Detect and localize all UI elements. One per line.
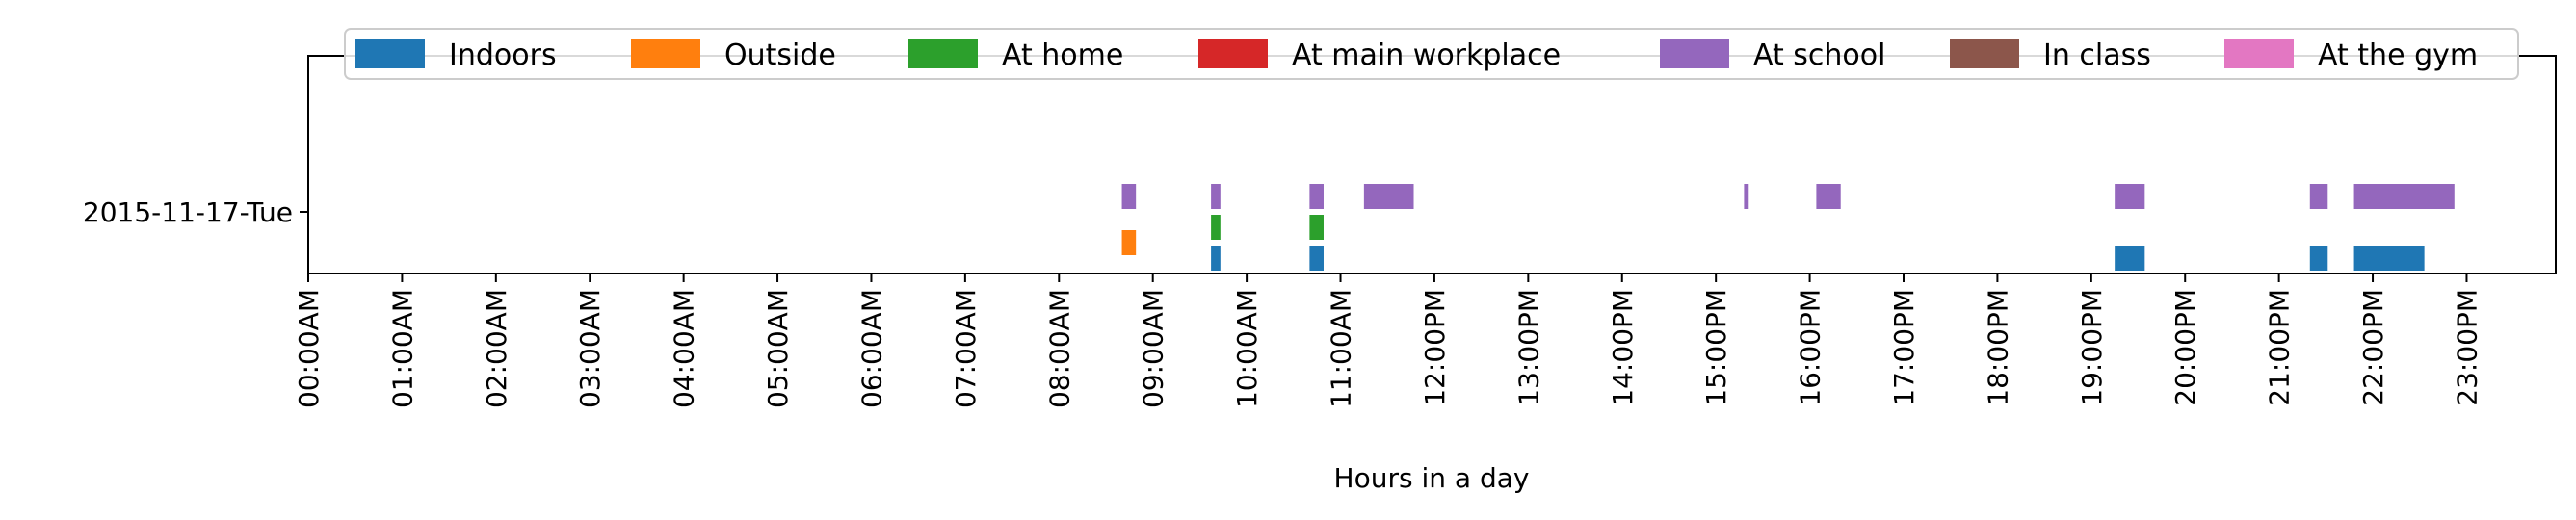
x-tick-label: 02:00AM: [481, 289, 513, 408]
bar-at-school-2: [1309, 184, 1324, 209]
legend-swatch-at-the-gym: [2224, 39, 2294, 68]
x-tick-label: 16:00PM: [1795, 289, 1827, 406]
legend-swatch-at-main-workplace: [1198, 39, 1268, 68]
x-tick-label: 07:00AM: [950, 289, 982, 408]
bar-at-school-8: [2353, 184, 2455, 209]
legend-swatch-in-class: [1950, 39, 2019, 68]
y-axis-ticks: 2015-11-17-Tue: [83, 196, 308, 228]
bar-at-school-6: [2115, 184, 2145, 209]
x-tick-label: 21:00PM: [2264, 289, 2296, 406]
legend-label: At the gym: [2318, 39, 2478, 72]
x-tick-label: 22:00PM: [2357, 289, 2389, 406]
bar-outside-0: [1121, 230, 1137, 255]
bar-at-school-3: [1363, 184, 1414, 209]
x-tick-label: 06:00AM: [855, 289, 887, 408]
x-tick-label: 11:00AM: [1326, 289, 1357, 408]
x-tick-label: 18:00PM: [1982, 289, 2013, 406]
bar-at-home-1: [1309, 215, 1324, 240]
x-tick-label: 23:00PM: [2451, 289, 2483, 406]
x-tick-label: 00:00AM: [293, 289, 325, 408]
x-tick-label: 13:00PM: [1512, 289, 1544, 406]
x-tick-label: 12:00PM: [1419, 289, 1451, 406]
x-axis-ticks: 00:00AM 01:00AM 02:00AM 03:00AM 04:00AM 05:00…: [293, 273, 2483, 408]
legend: Indoors Outside At home At main workplace At…: [344, 28, 2519, 80]
x-tick-label: 09:00AM: [1138, 289, 1170, 408]
bar-indoors-0: [1211, 246, 1221, 271]
bar-indoors-1: [1309, 246, 1324, 271]
x-tick-label: 20:00PM: [2169, 289, 2201, 406]
bar-at-school-5: [1816, 184, 1841, 209]
legend-label: Indoors: [449, 39, 557, 72]
x-tick-label: 03:00AM: [574, 289, 606, 408]
x-tick-label: 01:00AM: [386, 289, 418, 408]
bar-at-school-0: [1121, 184, 1137, 209]
bar-indoors-2: [2115, 246, 2145, 271]
bar-at-school-1: [1211, 184, 1221, 209]
x-tick-label: 10:00AM: [1231, 289, 1263, 408]
legend-label: At main workplace: [1292, 39, 1561, 72]
bar-indoors-4: [2353, 246, 2425, 271]
legend-label: In class: [2043, 39, 2151, 72]
x-tick-label: 17:00PM: [1888, 289, 1920, 406]
x-tick-label: 14:00PM: [1607, 289, 1639, 406]
bar-at-school-4: [1744, 184, 1749, 209]
legend-label: Outside: [724, 39, 836, 72]
legend-swatch-indoors: [355, 39, 425, 68]
plot-area: [307, 55, 2557, 274]
legend-swatch-outside: [631, 39, 700, 68]
x-axis-label: Hours in a day: [1334, 462, 1530, 494]
x-tick-label: 15:00PM: [1700, 289, 1732, 406]
bars-layer: [1121, 184, 2455, 271]
bar-at-school-7: [2309, 184, 2328, 209]
legend-swatch-at-school: [1660, 39, 1729, 68]
y-tick-label: 2015-11-17-Tue: [83, 196, 293, 228]
legend-swatch-at-home: [908, 39, 978, 68]
x-tick-label: 04:00AM: [669, 289, 700, 408]
x-tick-label: 19:00PM: [2076, 289, 2108, 406]
bar-indoors-3: [2309, 246, 2328, 271]
legend-label: At school: [1753, 39, 1885, 72]
legend-label: At home: [1002, 39, 1123, 72]
x-tick-label: 08:00AM: [1043, 289, 1075, 408]
bar-at-home-0: [1211, 215, 1221, 240]
x-tick-label: 05:00AM: [762, 289, 794, 408]
